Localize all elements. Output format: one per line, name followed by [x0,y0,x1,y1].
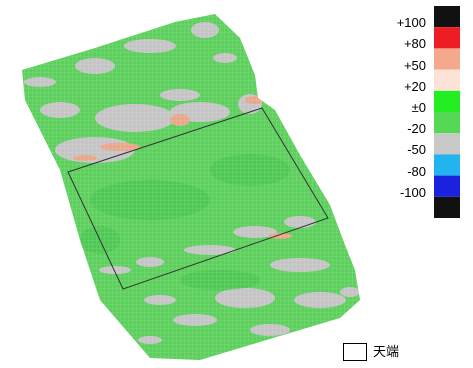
crest-outline [67,107,329,290]
colorbar-segment [434,112,460,134]
colorbar-label: +50 [403,57,426,73]
colorbar-label: -80 [407,163,426,179]
colorbar [434,6,460,218]
crest-legend-label: 天端 [373,344,400,359]
colorbar-segment [434,90,460,112]
colorbar-segment [434,6,460,28]
colorbar-label: +80 [403,36,426,52]
crest-legend-swatch [343,343,367,361]
colorbar-segment [434,48,460,70]
colorbar-label: -50 [407,142,426,158]
colorbar-segment [434,27,460,49]
colorbar-label: +100 [396,15,426,31]
colorbar-segment [434,196,460,218]
colorbar-label: -20 [407,121,426,137]
colorbar-segment [434,175,460,197]
colorbar-segment [434,69,460,91]
colorbar-label: -100 [399,184,426,200]
colorbar-segment [434,154,460,176]
colorbar-label: ±0 [411,100,426,115]
colorbar-segment [434,133,460,155]
colorbar-label: +20 [403,78,426,94]
